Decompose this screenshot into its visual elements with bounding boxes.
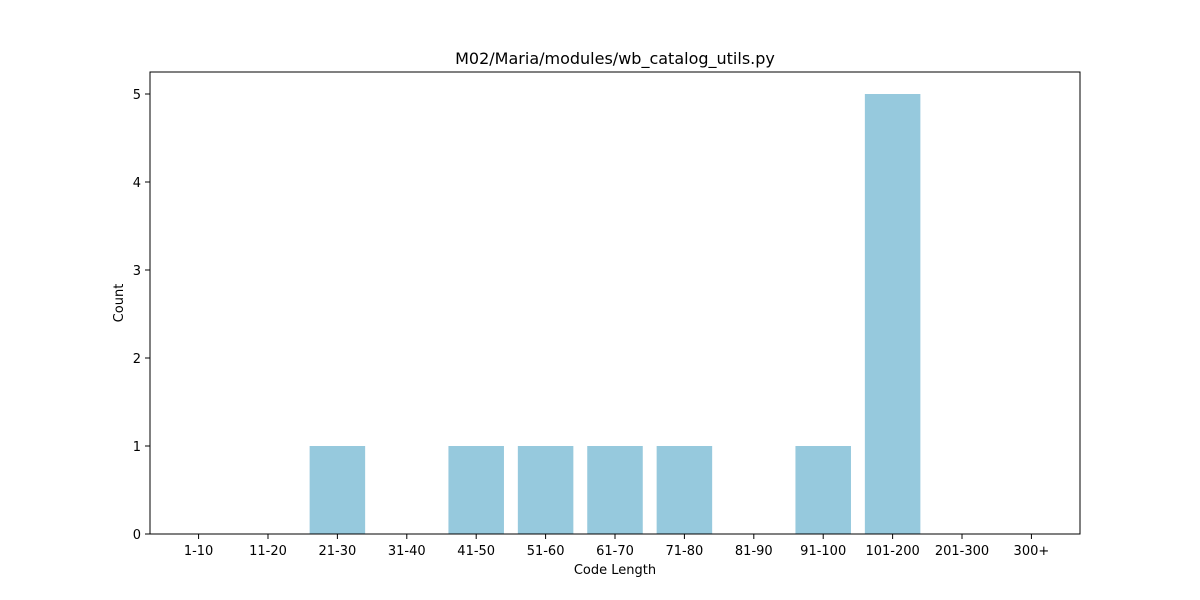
x-tick-label: 31-40 [388, 544, 426, 559]
bar-51-60 [517, 446, 574, 534]
bars-layer [309, 94, 921, 534]
x-tick-label: 21-30 [318, 544, 356, 559]
x-tick-label: 101-200 [865, 544, 919, 559]
y-tick-label: 5 [133, 88, 141, 103]
x-tick-label: 81-90 [735, 544, 773, 559]
x-tick-label: 61-70 [596, 544, 634, 559]
x-tick-label: 1-10 [184, 544, 214, 559]
bar-41-50 [448, 446, 504, 534]
x-tick-label: 51-60 [527, 544, 565, 559]
y-tick-label: 0 [133, 528, 141, 543]
x-tick-label: 300+ [1014, 544, 1050, 559]
bar-61-70 [587, 446, 643, 534]
x-tick-label: 201-300 [935, 544, 989, 559]
x-tick-label: 41-50 [457, 544, 495, 559]
x-tick-label: 11-20 [249, 544, 287, 559]
y-tick-label: 1 [133, 440, 141, 455]
x-axis-ticks: 1-10 11-20 21-30 31-40 41-50 51-60 61-70 71-80 8… [184, 534, 1049, 559]
bar-91-100 [795, 446, 851, 534]
y-tick-label: 2 [133, 352, 141, 367]
y-axis-label: Count [112, 284, 127, 323]
y-axis-ticks: 0 1 2 3 4 5 [133, 88, 150, 543]
chart-title: M02/Maria/modules/wb_catalog_utils.py [455, 49, 775, 69]
bar-101-200 [864, 94, 921, 534]
plot-frame [149, 71, 1081, 535]
y-tick-label: 4 [133, 176, 141, 191]
y-tick-label: 3 [133, 264, 141, 279]
bar-21-30 [309, 446, 366, 534]
x-tick-label: 71-80 [666, 544, 704, 559]
bar-71-80 [656, 446, 713, 534]
x-tick-label: 91-100 [800, 544, 846, 559]
x-axis-label: Code Length [574, 563, 656, 578]
